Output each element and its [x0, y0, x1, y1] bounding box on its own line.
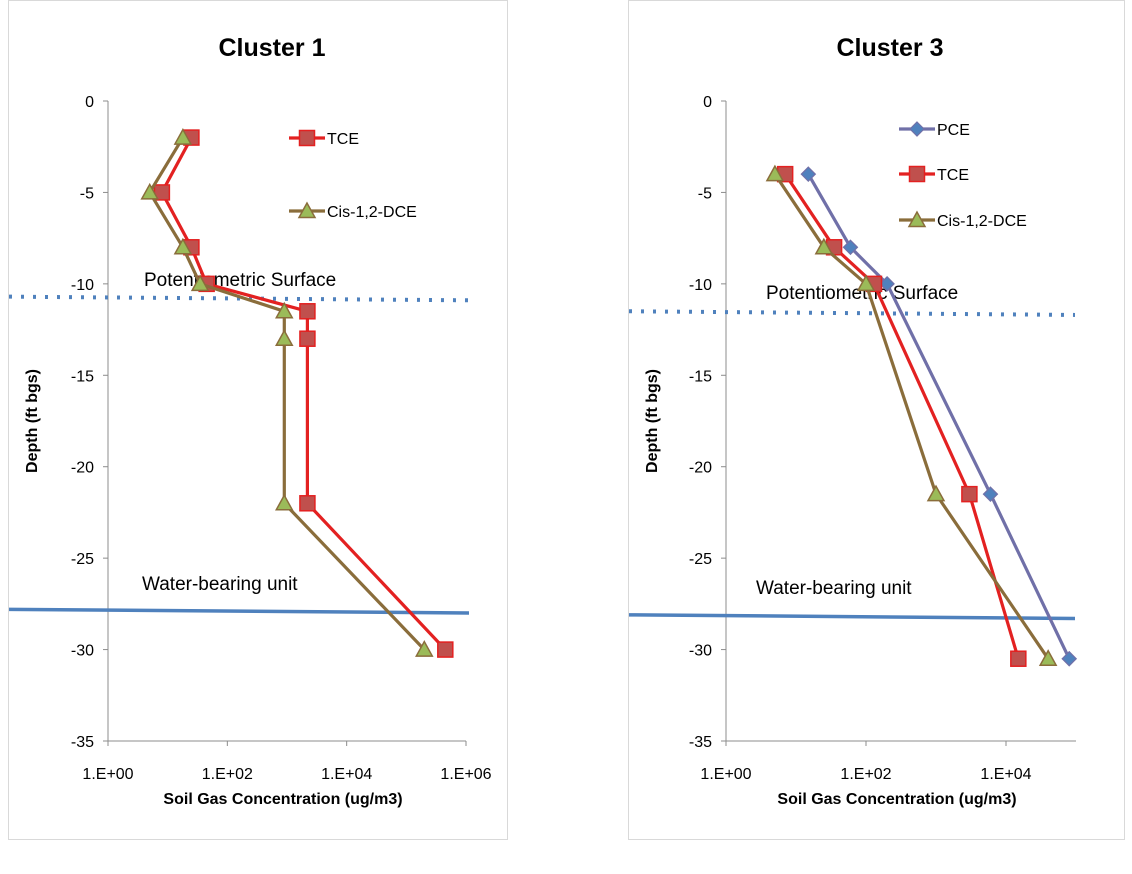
annotation-water-bearing-unit: Water-bearing unit [142, 574, 298, 595]
data-point-cis-1-2-dce [140, 182, 159, 200]
y-tick-label: 0 [703, 94, 712, 111]
y-tick-label: -15 [71, 368, 94, 385]
data-point-cis-1-2-dce [274, 493, 294, 511]
annotation-water-bearing-unit: Water-bearing unit [756, 578, 912, 599]
chart-panel-cluster-3: Cluster 3 0 -5 -10 -15 -20 -25 -30 -35 1.E+00 1.E+… [628, 0, 1125, 840]
x-tick-label: 1.E+04 [321, 766, 372, 783]
series-pce [800, 166, 1078, 667]
y-tick-label: 0 [85, 94, 94, 111]
data-point-tce [437, 641, 454, 658]
y-tick-label: -35 [71, 734, 94, 751]
x-tick-label: 1.E+06 [440, 766, 491, 783]
legend-entry-pce: PCE [899, 121, 970, 139]
y-tick-label: -5 [698, 185, 712, 202]
legend-entry-tce: TCE [899, 165, 969, 184]
data-point-cis-1-2-dce [1038, 649, 1058, 666]
chart-cluster-3: Cluster 3 0 -5 -10 -15 -20 -25 -30 -35 1.E+00 1.E+… [628, 34, 1078, 808]
data-point-pce [879, 276, 895, 292]
x-tick-label: 1.E+02 [202, 766, 253, 783]
legend-swatch-marker [298, 129, 316, 147]
data-point-cis-1-2-dce [415, 640, 434, 657]
chart-panel-cluster-1: Cluster 1 0 -5 -10 -15 -20 -25 -30 -35 1.E+00 1.E+… [8, 0, 508, 840]
data-point-tce [1010, 650, 1027, 667]
x-tick-label: 1.E+02 [840, 766, 891, 783]
y-axis-label: Depth (ft bgs) [24, 369, 41, 473]
y-tick-label: -20 [689, 460, 712, 477]
y-tick-label: -30 [71, 643, 94, 660]
x-tick-label: 1.E+04 [980, 766, 1031, 783]
legend-label: Cis-1,2-DCE [327, 204, 417, 221]
data-point-pce [1061, 650, 1078, 667]
y-tick-label: -20 [71, 460, 94, 477]
data-point-tce [299, 330, 316, 347]
data-point-cis-1-2-dce [173, 237, 193, 255]
series-tce [153, 129, 454, 658]
chart-title: Cluster 1 [219, 34, 326, 62]
y-tick-label: -10 [689, 277, 712, 294]
series-cis-1-2-dce [765, 164, 1058, 666]
annotation-potentiometric-surface: Potentiometric Surface [144, 270, 336, 291]
data-point-tce [299, 303, 316, 320]
y-tick-label: -5 [80, 185, 94, 202]
legend-swatch-marker [297, 201, 317, 219]
data-point-cis-1-2-dce [190, 274, 210, 292]
annotation-potentiometric-surface: Potentiometric Surface [766, 283, 958, 304]
legend-entry-cis-1-2-dce: Cis-1,2-DCE [289, 201, 417, 221]
data-point-cis-1-2-dce [856, 274, 876, 292]
data-point-pce [842, 239, 859, 256]
y-tick-label: -10 [71, 277, 94, 294]
y-axis-label: Depth (ft bgs) [644, 369, 661, 473]
x-axis-label: Soil Gas Concentration (ug/m3) [777, 791, 1016, 808]
y-tick-label: -25 [71, 551, 94, 568]
legend-entry-tce: TCE [289, 129, 359, 148]
x-tick-label: 1.E+00 [82, 766, 133, 783]
series-line-cis-1-2-dce [148, 136, 426, 651]
legend-label: TCE [937, 167, 969, 184]
x-tick-label: 1.E+00 [700, 766, 751, 783]
series-line-tce [160, 136, 447, 651]
series-cis-1-2-dce [140, 128, 434, 657]
y-tick-label: -25 [689, 551, 712, 568]
data-point-cis-1-2-dce [274, 329, 294, 346]
legend-swatch-marker [908, 165, 926, 183]
data-point-tce [299, 495, 316, 512]
legend-swatch-marker [909, 121, 925, 137]
data-point-cis-1-2-dce [814, 237, 834, 255]
data-point-cis-1-2-dce [926, 484, 946, 502]
chart-cluster-1: Cluster 1 0 -5 -10 -15 -20 -25 -30 -35 1.E+00 1.E+… [8, 34, 492, 808]
potentiometric-surface-line [8, 294, 470, 303]
series-tce [776, 165, 1027, 667]
y-tick-label: -15 [689, 368, 712, 385]
y-tick-label: -35 [689, 734, 712, 751]
x-axis-label: Soil Gas Concentration (ug/m3) [163, 791, 402, 808]
legend-label: PCE [937, 122, 970, 139]
chart-title: Cluster 3 [837, 34, 944, 62]
data-point-tce [961, 485, 978, 503]
legend-swatch-marker [907, 210, 927, 228]
water-bearing-unit-line [8, 607, 470, 615]
water-bearing-unit-line [628, 613, 1076, 621]
data-point-cis-1-2-dce [765, 164, 785, 182]
legend-label: Cis-1,2-DCE [937, 213, 1027, 230]
legend-entry-cis-1-2-dce: Cis-1,2-DCE [899, 210, 1027, 230]
data-point-pce [800, 166, 817, 182]
data-point-cis-1-2-dce [274, 301, 294, 319]
legend-label: TCE [327, 131, 359, 148]
data-point-pce [982, 486, 999, 502]
potentiometric-surface-line [628, 309, 1076, 317]
data-point-cis-1-2-dce [173, 128, 193, 145]
y-tick-label: -30 [689, 643, 712, 660]
